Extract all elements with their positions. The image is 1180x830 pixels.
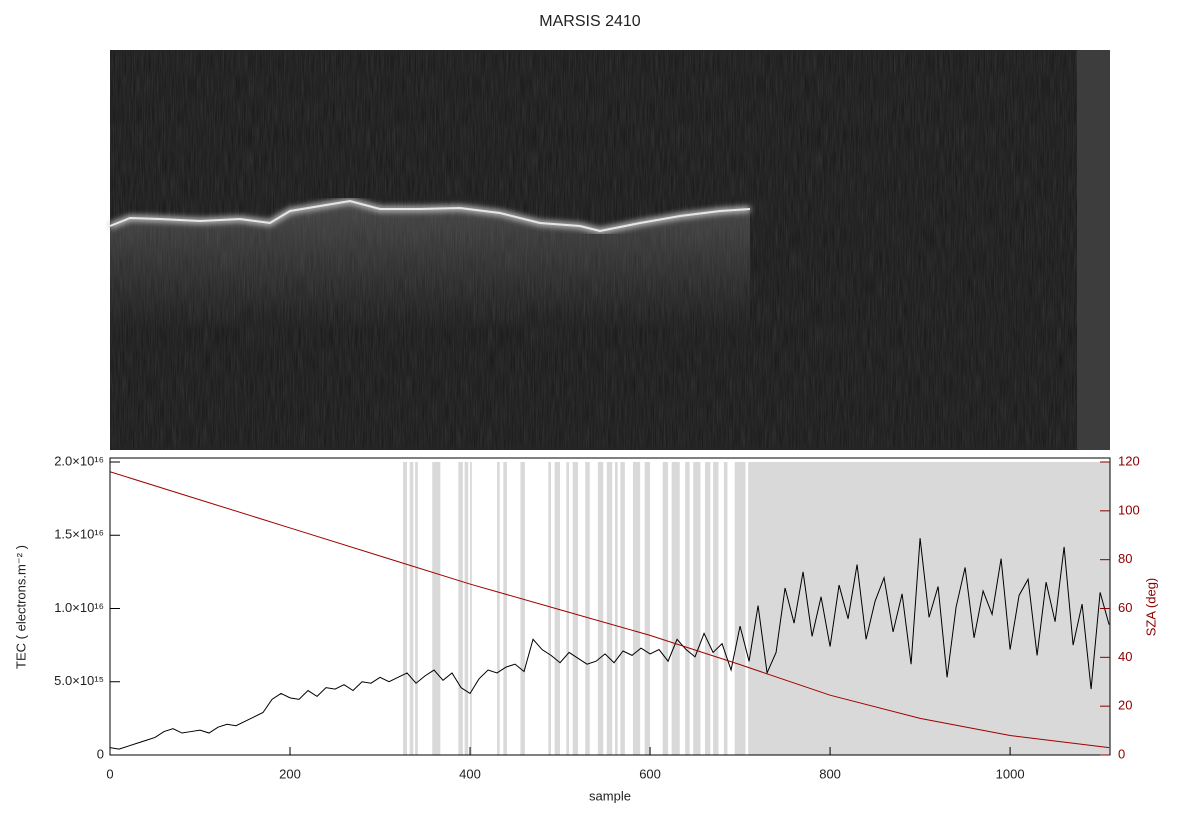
x-tick-label: 800 xyxy=(819,766,841,781)
y-tick-label: 5.0×10¹⁵ xyxy=(54,673,104,688)
shaded-interval xyxy=(572,462,579,755)
shaded-interval xyxy=(723,462,728,755)
shaded-interval xyxy=(458,462,463,755)
y2-tick-label: 100 xyxy=(1118,502,1140,517)
shaded-interval xyxy=(585,462,590,755)
y-tick-label: 1.0×10¹⁶ xyxy=(54,600,104,615)
shaded-interval xyxy=(432,462,441,755)
shaded-interval xyxy=(644,462,651,755)
shaded-interval xyxy=(693,462,701,755)
y2-axis-label: SZA (deg) xyxy=(1143,578,1158,637)
y-tick-label: 2.0×10¹⁶ xyxy=(54,453,104,468)
shaded-interval xyxy=(464,462,469,755)
shaded-interval xyxy=(415,462,418,755)
shaded-interval xyxy=(614,462,618,755)
shaded-interval xyxy=(671,462,680,755)
shaded-interval xyxy=(548,462,552,755)
x-tick-label: 1000 xyxy=(996,766,1025,781)
shaded-interval xyxy=(597,462,604,755)
x-axis-label: sample xyxy=(589,788,631,803)
y-tick-label: 1.5×10¹⁶ xyxy=(54,527,104,542)
radargram-echo xyxy=(109,199,751,233)
radargram-subsurface xyxy=(110,201,750,330)
y2-tick-label: 40 xyxy=(1118,649,1132,664)
shaded-interval xyxy=(497,462,500,755)
shaded-interval xyxy=(409,462,414,755)
shaded-interval xyxy=(503,462,507,755)
shaded-interval xyxy=(704,462,711,755)
x-tick-label: 0 xyxy=(106,766,113,781)
y-axis-label: TEC ( electrons.m⁻² ) xyxy=(13,545,28,669)
y2-tick-label: 120 xyxy=(1118,453,1140,468)
shaded-interval xyxy=(662,462,669,755)
chart-title: MARSIS 2410 xyxy=(539,13,640,30)
plot-frame xyxy=(109,457,1111,756)
shaded-interval xyxy=(734,462,746,755)
shaded-interval xyxy=(685,462,690,755)
y2-tick-label: 60 xyxy=(1118,600,1132,615)
shaded-interval xyxy=(470,462,472,755)
y2-tick-label: 20 xyxy=(1118,698,1132,713)
shaded-interval xyxy=(566,462,570,755)
y2-tick-label: 80 xyxy=(1118,551,1132,566)
shaded-interval xyxy=(606,462,613,755)
x-tick-label: 400 xyxy=(459,766,481,781)
x-tick-label: 200 xyxy=(279,766,301,781)
radargram-strip xyxy=(1077,50,1110,450)
shaded-interval xyxy=(403,462,408,755)
y2-tick-label: 0 xyxy=(1118,746,1125,761)
shaded-interval xyxy=(632,462,641,755)
series-line xyxy=(109,471,1110,749)
shaded-interval xyxy=(713,462,719,755)
shaded-interval xyxy=(520,462,525,755)
radargram xyxy=(108,50,1110,450)
x-tick-label: 600 xyxy=(639,766,661,781)
shaded-interval xyxy=(748,462,1110,755)
y-tick-label: 0 xyxy=(97,746,104,761)
series-line xyxy=(109,538,1110,750)
shaded-interval xyxy=(620,462,625,755)
